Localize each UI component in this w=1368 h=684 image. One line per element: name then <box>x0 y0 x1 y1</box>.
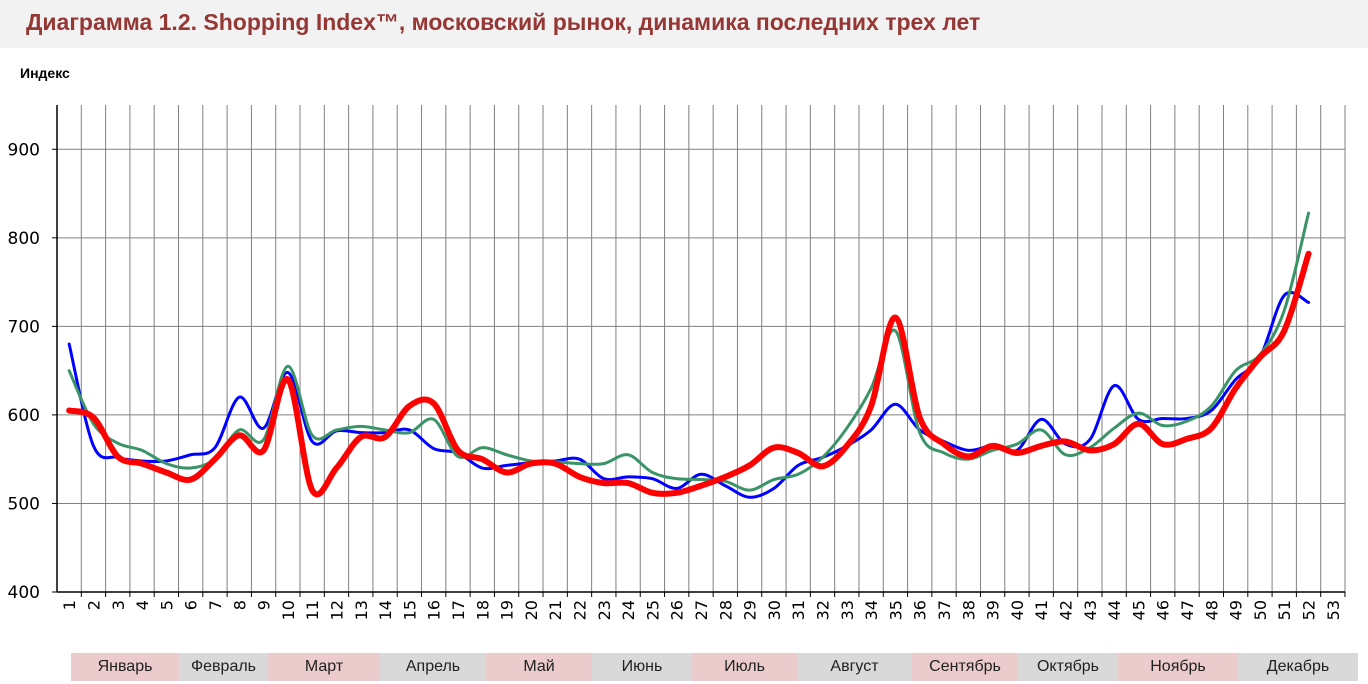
month-band: Декабрь <box>1238 653 1358 681</box>
x-tick-label: 24 <box>619 600 638 620</box>
x-tick-label: 21 <box>546 600 565 620</box>
x-tick-label: 40 <box>1008 600 1027 620</box>
x-tick-label: 18 <box>473 600 492 620</box>
y-tick-label: 800 <box>8 229 40 249</box>
x-tick-label: 52 <box>1300 600 1319 620</box>
x-tick-label: 43 <box>1081 600 1100 620</box>
x-tick-label: 35 <box>886 600 905 620</box>
month-band: Июнь <box>592 653 692 681</box>
month-band: Октябрь <box>1018 653 1118 681</box>
x-tick-label: 31 <box>789 600 808 620</box>
y-axis-label: Индекс <box>20 65 70 81</box>
x-tick-label: 15 <box>400 600 419 620</box>
x-tick-label: 1 <box>60 600 79 610</box>
x-tick-label: 46 <box>1154 600 1173 620</box>
x-tick-label: 2 <box>84 600 103 610</box>
x-tick-label: 48 <box>1202 600 1221 620</box>
x-tick-label: 6 <box>182 600 201 610</box>
month-band: Ноябрь <box>1118 653 1238 681</box>
x-tick-label: 37 <box>935 600 954 620</box>
y-tick-label: 400 <box>8 583 40 603</box>
x-tick-label: 23 <box>595 600 614 620</box>
x-tick-label: 11 <box>303 600 322 620</box>
x-tick-label: 32 <box>814 600 833 620</box>
month-band: Июль <box>692 653 797 681</box>
y-tick-label: 700 <box>8 317 40 337</box>
x-tick-label: 3 <box>109 600 128 610</box>
chart-title: Диаграмма 1.2. Shopping Index™, московск… <box>26 9 981 35</box>
x-tick-label: 13 <box>352 600 371 620</box>
x-tick-label: 41 <box>1032 600 1051 620</box>
x-tick-label: 19 <box>498 600 517 620</box>
x-tick-label: 49 <box>1227 600 1246 620</box>
x-tick-label: 34 <box>862 600 881 620</box>
month-band: Сентябрь <box>912 653 1018 681</box>
x-tick-label: 16 <box>425 600 444 620</box>
x-tick-label: 25 <box>643 600 662 620</box>
x-tick-label: 39 <box>984 600 1003 620</box>
x-tick-label: 50 <box>1251 600 1270 620</box>
x-tick-label: 44 <box>1105 600 1124 620</box>
x-tick-label: 17 <box>449 600 468 620</box>
x-tick-label: 20 <box>522 600 541 620</box>
x-tick-label: 8 <box>230 600 249 610</box>
x-tick-label: 53 <box>1324 600 1343 620</box>
x-tick-label: 9 <box>255 600 274 610</box>
x-tick-label: 30 <box>765 600 784 620</box>
x-tick-label: 26 <box>668 600 687 620</box>
x-tick-label: 4 <box>133 600 152 610</box>
series-line-1 <box>67 290 1311 499</box>
x-tick-label: 36 <box>911 600 930 620</box>
x-tick-label: 47 <box>1178 600 1197 620</box>
month-band: Февраль <box>179 653 268 681</box>
x-tick-label: 5 <box>157 600 176 610</box>
month-band: Май <box>486 653 592 681</box>
month-band: Апрель <box>380 653 486 681</box>
x-tick-label: 45 <box>1129 600 1148 620</box>
x-tick-label: 14 <box>376 600 395 620</box>
x-tick-label: 29 <box>741 600 760 620</box>
x-tick-label: 38 <box>959 600 978 620</box>
month-band: Январь <box>71 653 179 681</box>
x-tick-label: 12 <box>327 600 346 620</box>
x-tick-label: 22 <box>570 600 589 620</box>
x-tick-label: 42 <box>1057 600 1076 620</box>
x-tick-label: 33 <box>838 600 857 620</box>
y-tick-label: 500 <box>8 494 40 514</box>
x-tick-label: 7 <box>206 600 225 610</box>
x-tick-label: 10 <box>279 600 298 620</box>
x-tick-label: 28 <box>716 600 735 620</box>
x-tick-label: 27 <box>692 600 711 620</box>
series-line-3 <box>66 250 1312 498</box>
month-band: Март <box>268 653 380 681</box>
y-tick-label: 600 <box>8 406 40 426</box>
title-bar: Диаграмма 1.2. Shopping Index™, московск… <box>0 0 1368 48</box>
x-tick-label: 51 <box>1275 600 1294 620</box>
y-tick-label: 900 <box>8 140 40 160</box>
month-band: Август <box>797 653 912 681</box>
